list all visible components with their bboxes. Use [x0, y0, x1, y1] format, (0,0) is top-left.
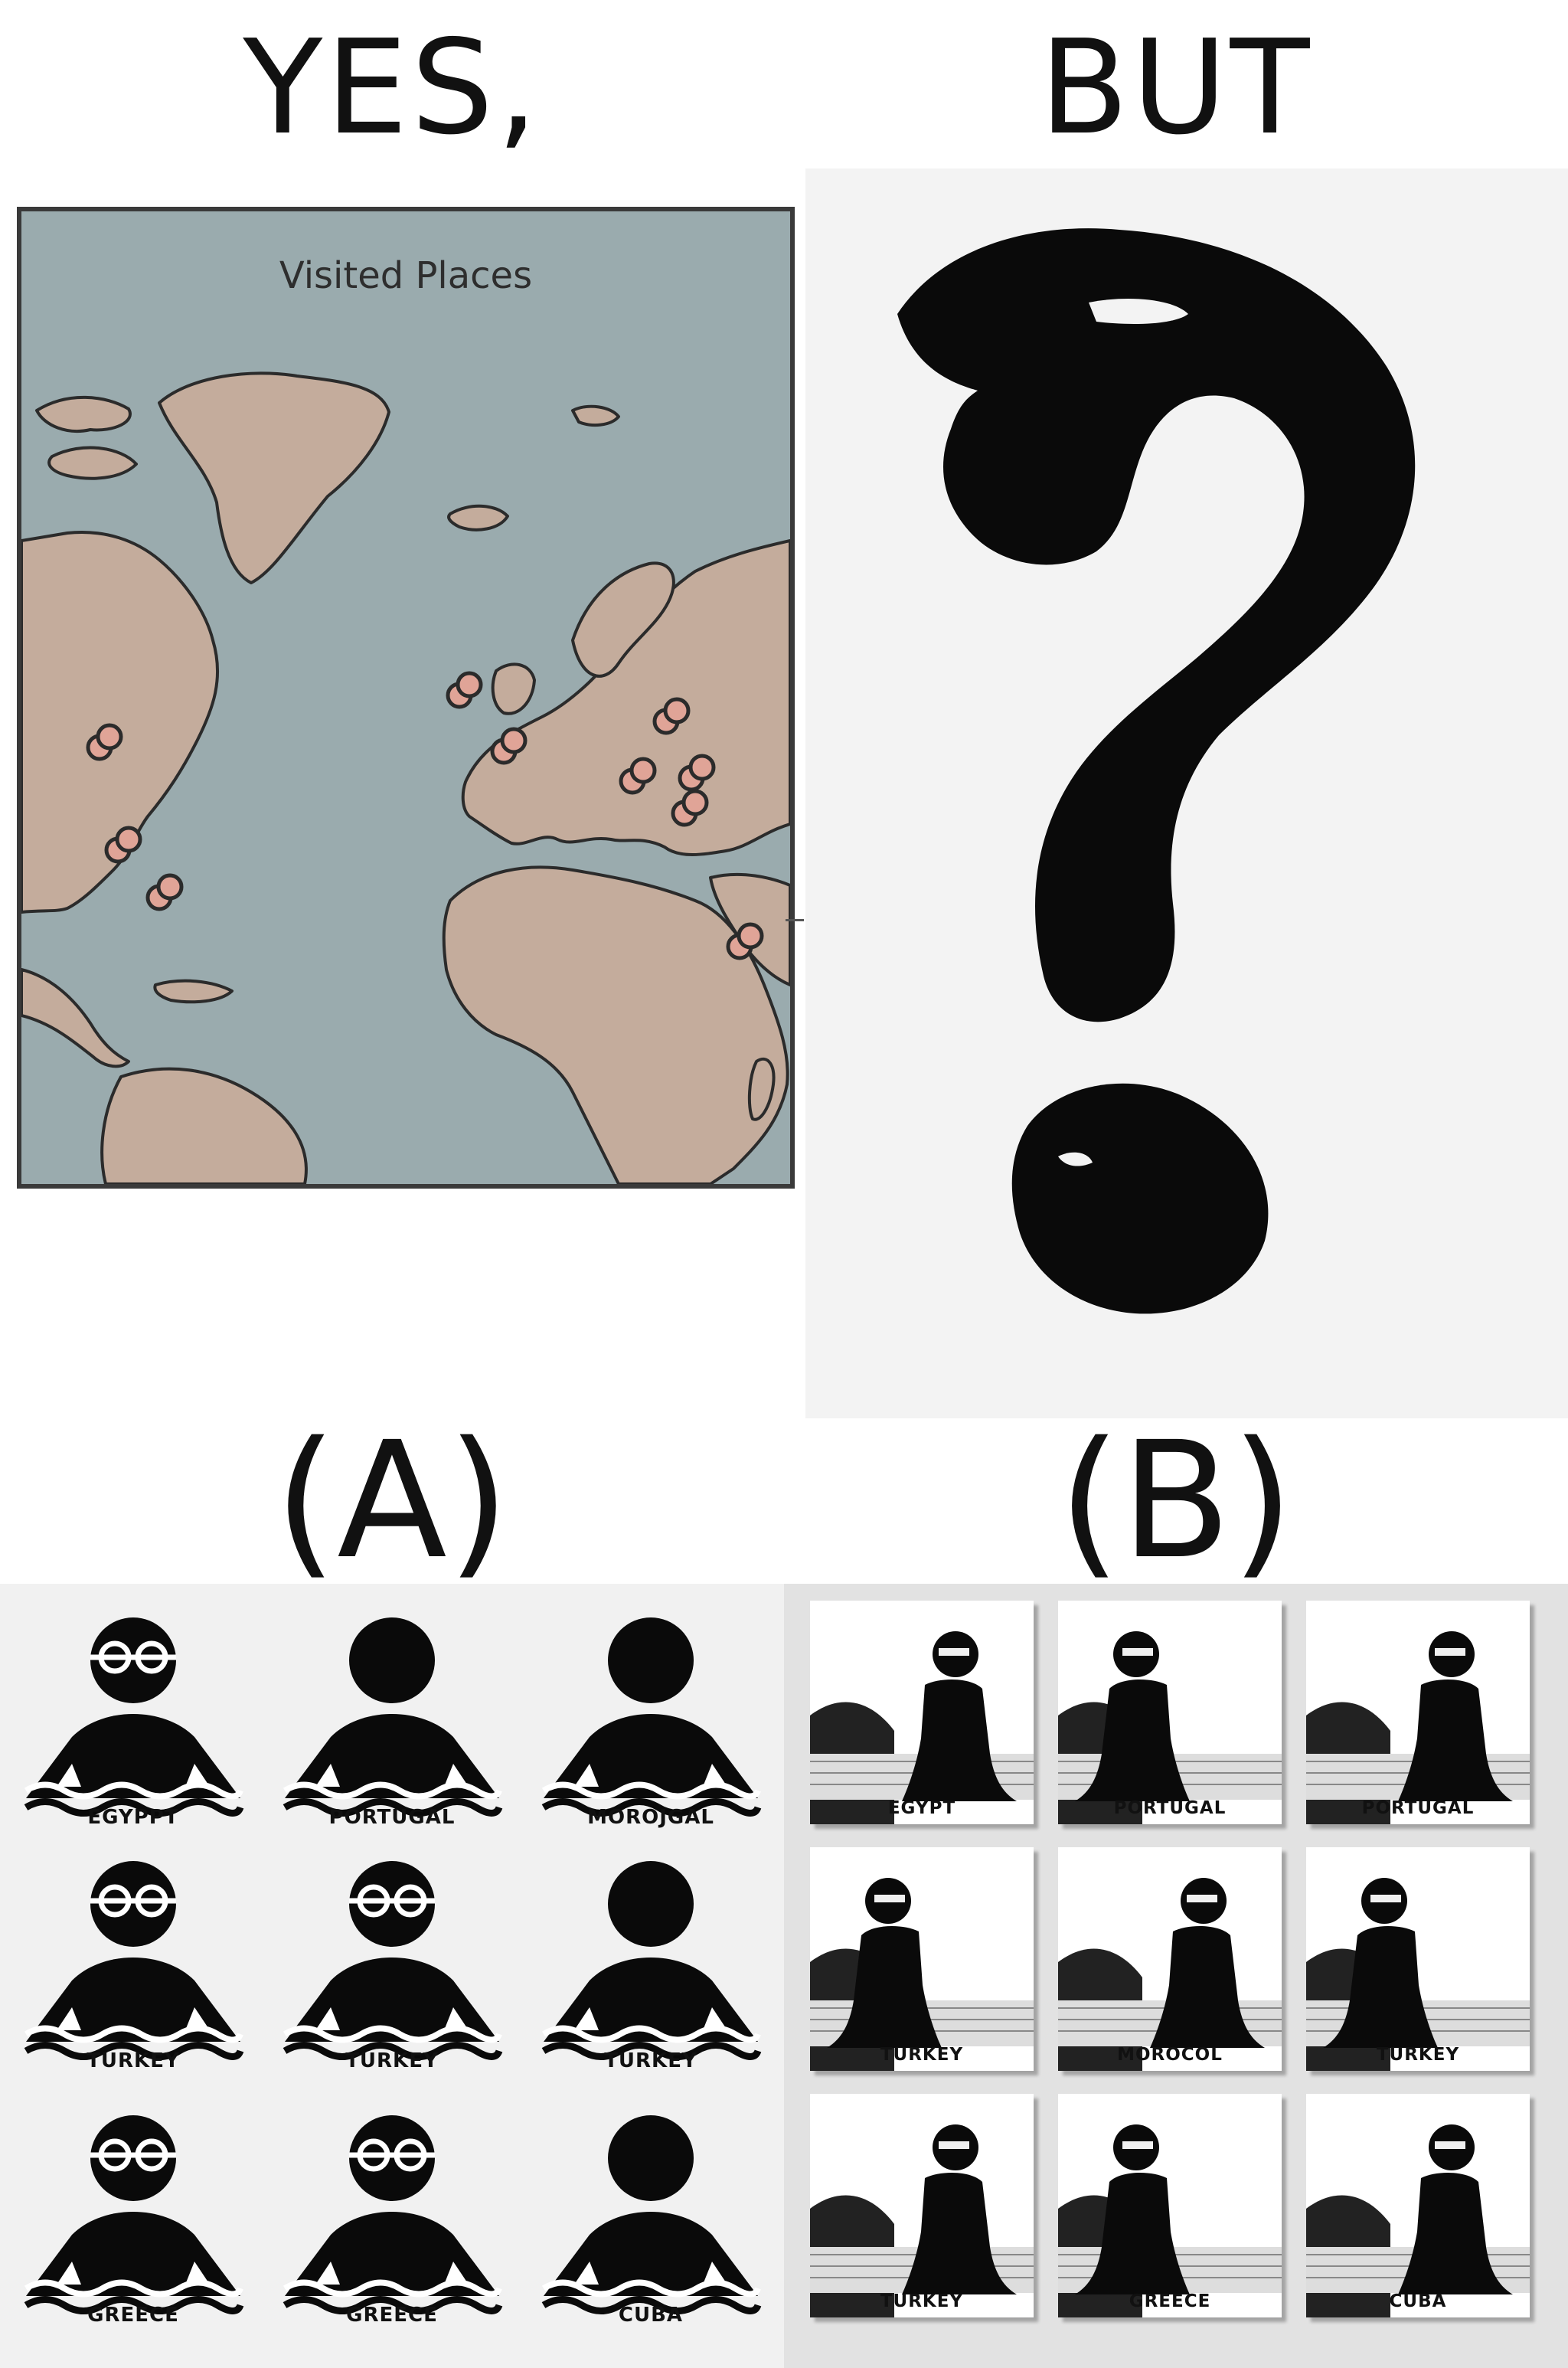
- man-silhouette-photo: [810, 2124, 1034, 2317]
- icon-caption: MOROJGAL: [587, 1806, 714, 1829]
- swimmer-icon: [24, 1861, 244, 2060]
- photo-caption: TURKEY: [880, 2045, 964, 2065]
- icon-caption: TURKEY: [604, 2049, 697, 2072]
- visited-pins: [86, 671, 764, 960]
- yes-heading: YES,: [243, 12, 541, 164]
- swimmer-icon-cell: TURKEY: [11, 1850, 256, 2095]
- man-silhouette-photo: [1058, 1631, 1282, 1824]
- visited-places-map: Visited Places: [17, 207, 795, 1189]
- swimmer-icon: [541, 2115, 762, 2314]
- photo-caption: EGYPT: [887, 1798, 956, 1818]
- option-a-label: (A): [274, 1407, 510, 1594]
- swimmer-icon: [24, 2115, 244, 2314]
- swimmer-icon-cell: PORTUGAL: [270, 1607, 514, 1852]
- map-title: Visited Places: [279, 254, 533, 297]
- swimmer-icon-cell: GREECE: [11, 2105, 256, 2350]
- man-silhouette-photo: [1058, 2124, 1282, 2317]
- photo-caption: MOROCOL: [1117, 2045, 1223, 2065]
- map-edge-tick: [786, 919, 804, 921]
- icon-caption: TURKEY: [87, 2049, 180, 2072]
- vacation-photo-tile: PORTUGAL: [1306, 1601, 1530, 1824]
- icon-caption: GREECE: [87, 2304, 179, 2327]
- vacation-photo-tile: TURKEY: [810, 2094, 1034, 2317]
- vacation-photo-tile: TURKEY: [1306, 1847, 1530, 2071]
- vacation-photo-tile: CUBA: [1306, 2094, 1530, 2317]
- man-silhouette-photo: [1306, 1631, 1530, 1824]
- swimmer-icon: [283, 1617, 503, 1817]
- world-map-illustration: [21, 371, 790, 1184]
- photo-caption: TURKEY: [880, 2291, 964, 2311]
- icon-caption: PORTUGAL: [328, 1806, 456, 1829]
- photo-caption: CUBA: [1389, 2291, 1447, 2311]
- vacation-photo-tile: MOROCOL: [1058, 1847, 1282, 2071]
- swimmer-icon-cell: EGYPPT: [11, 1607, 256, 1852]
- swimmer-icon: [283, 2115, 503, 2314]
- vacation-photo-tile: GREECE: [1058, 2094, 1282, 2317]
- swimmer-icon: [283, 1861, 503, 2060]
- vacation-photo-tile: PORTUGAL: [1058, 1601, 1282, 1824]
- man-silhouette-photo: [810, 1631, 1034, 1824]
- photo-caption: GREECE: [1129, 2291, 1211, 2311]
- icon-caption: CUBA: [618, 2304, 684, 2327]
- swimmer-icon-cell: CUBA: [528, 2105, 773, 2350]
- swimmer-icon: [541, 1617, 762, 1817]
- man-silhouette-photo: [1306, 2124, 1530, 2317]
- vacation-photo-tile: EGYPT: [810, 1601, 1034, 1824]
- swimmer-icon: [24, 1617, 244, 1817]
- icon-caption: EGYPPT: [87, 1806, 179, 1829]
- man-silhouette-photo: [810, 1878, 1034, 2071]
- vacation-photo-tile: TURKEY: [810, 1847, 1034, 2071]
- swimmer-icon-cell: TURKEY: [528, 1850, 773, 2095]
- option-b-label: (B): [1058, 1407, 1294, 1594]
- icon-caption: GREECE: [346, 2304, 438, 2327]
- photo-caption: PORTUGAL: [1361, 1798, 1475, 1818]
- option-b-photo-grid[interactable]: EGYPT PORTUGAL PORTUGAL TURKEY MOROCOL TURKEY…: [784, 1584, 1568, 2368]
- question-mark-icon: [897, 228, 1416, 1314]
- question-panel: [805, 168, 1568, 1418]
- photo-caption: TURKEY: [1376, 2045, 1460, 2065]
- swimmer-icon-cell: MOROJGAL: [528, 1607, 773, 1852]
- icon-caption: TURKEY: [345, 2049, 439, 2072]
- swimmer-icon-cell: TURKEY: [270, 1850, 514, 2095]
- but-heading: BUT: [1039, 12, 1313, 164]
- man-silhouette-photo: [1306, 1878, 1530, 2071]
- swimmer-icon: [541, 1861, 762, 2060]
- man-silhouette-photo: [1058, 1878, 1282, 2071]
- photo-caption: PORTUGAL: [1113, 1798, 1227, 1818]
- option-a-icon-grid[interactable]: EGYPPT PORTUGAL MOROJGAL TURKEY TURKEY TURKEY…: [0, 1584, 784, 2368]
- swimmer-icon-cell: GREECE: [270, 2105, 514, 2350]
